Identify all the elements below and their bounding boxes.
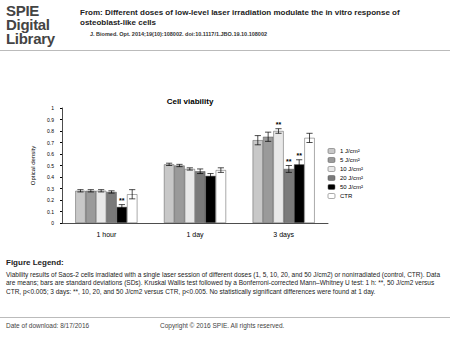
svg-text:0.7: 0.7 [47,140,54,146]
svg-text:0.6: 0.6 [47,151,54,157]
svg-text:0.1: 0.1 [47,209,54,215]
html-text:Library: Library [6,30,55,47]
svg-text:0.3: 0.3 [47,186,54,192]
svg-text:CTR: CTR [340,193,353,199]
svg-text:**: ** [296,152,302,159]
svg-text:50 J/cm²: 50 J/cm² [340,184,363,190]
svg-text:5 J/cm²: 5 J/cm² [340,157,360,163]
html-text:Figure Legend:: Figure Legend: [6,258,64,267]
svg-text:1: 1 [51,105,54,111]
html-text:Viability results of Saos-2 ce: Viability results of Saos-2 cells irradi… [6,271,440,295]
svg-text:1 hour: 1 hour [96,231,117,238]
svg-text:0.5: 0.5 [47,163,54,169]
html-text:SPIE: SPIE [6,2,39,19]
svg-text:0: 0 [51,220,54,226]
html-text:J. Biomed. Opt. 2014;19(10):10: J. Biomed. Opt. 2014;19(10):108002. doi:… [90,31,267,37]
svg-text:0.2: 0.2 [47,197,54,203]
svg-text:1 J/cm²: 1 J/cm² [340,148,360,154]
svg-text:0.4: 0.4 [47,174,54,180]
svg-text:20 J/cm²: 20 J/cm² [340,175,363,181]
svg-text:0.8: 0.8 [47,128,54,134]
svg-text:3 days: 3 days [273,231,294,239]
svg-text:**: ** [286,158,292,165]
svg-text:10 J/cm²: 10 J/cm² [340,166,363,172]
svg-text:**: ** [276,121,282,128]
svg-text:1 day: 1 day [186,231,204,239]
html-text:Digital: Digital [6,16,50,33]
html-text:Copyright © 2016 SPIE. All rig: Copyright © 2016 SPIE. All rights reserv… [160,322,285,329]
html-text:From: Different doses of low-l: From: Different doses of low-level laser… [80,8,400,27]
svg-text:**: ** [119,197,125,204]
html-text:Date of download: 8/17/2016: Date of download: 8/17/2016 [6,322,90,329]
svg-text:0.9: 0.9 [47,117,54,123]
svg-text:Cell viability: Cell viability [167,97,214,106]
svg-text:Optical density: Optical density [30,146,36,185]
